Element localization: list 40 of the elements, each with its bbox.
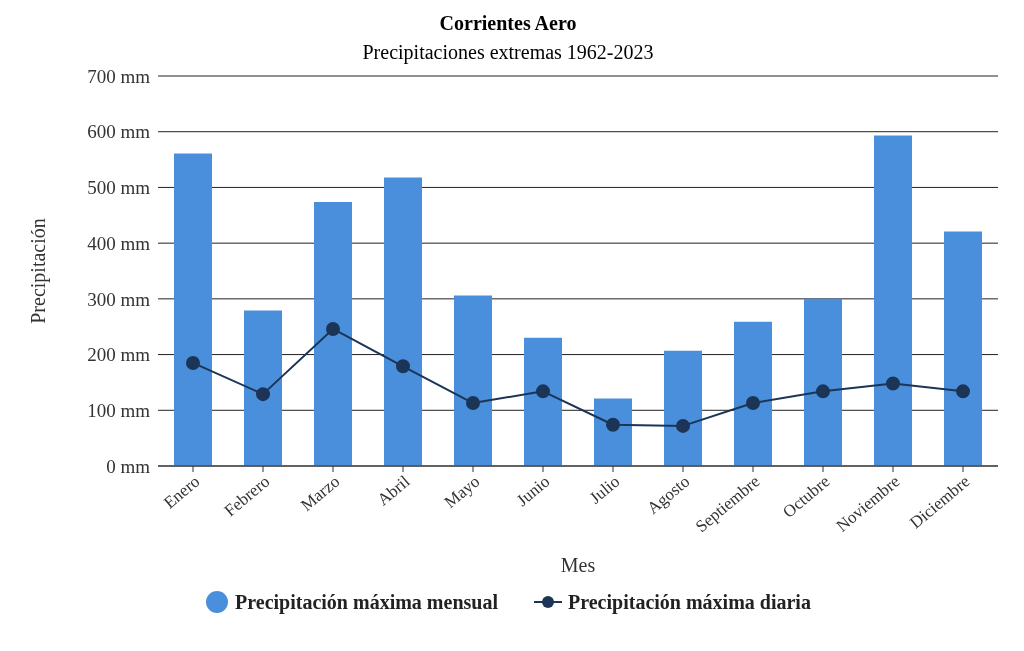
bar (384, 177, 422, 466)
bar (874, 135, 912, 466)
y-tick-label: 400 mm (87, 232, 151, 254)
bar (524, 337, 562, 466)
point (186, 355, 200, 370)
y-tick-label: 600 mm (87, 121, 151, 143)
point (676, 418, 690, 433)
bar (594, 398, 632, 466)
point (466, 396, 480, 411)
bar (454, 295, 492, 466)
x-tick-label: Julio (585, 471, 624, 508)
y-tick-label: 700 mm (87, 65, 151, 87)
bar (244, 310, 282, 466)
bar (804, 298, 842, 466)
chart-subtitle: Precipitaciones extremas 1962-2023 (361, 41, 655, 64)
point (886, 376, 900, 391)
y-tick-label: 500 mm (87, 177, 151, 199)
y-tick-label: 100 mm (87, 400, 151, 422)
bar (314, 201, 352, 466)
point (816, 384, 830, 399)
point (606, 417, 620, 432)
bar (734, 321, 772, 466)
point (396, 359, 410, 374)
y-tick-label: 300 mm (87, 288, 151, 310)
bar (664, 350, 702, 466)
bar (174, 153, 212, 466)
y-axis-title: Precipitación (27, 218, 51, 324)
legend-label: Precipitación máxima diaria (567, 590, 811, 614)
point (746, 396, 760, 411)
point (256, 387, 270, 402)
bar (944, 231, 982, 466)
y-tick-label: 0 mm (106, 455, 151, 477)
point (956, 384, 970, 399)
x-axis-title: Mes (560, 554, 596, 576)
legend-label: Precipitación máxima mensual (234, 590, 498, 614)
x-tick-label: Junio (512, 471, 554, 510)
point (536, 384, 550, 399)
chart-title: Corrientes Aero (438, 12, 578, 35)
point (326, 321, 340, 336)
y-tick-label: 200 mm (87, 344, 151, 366)
